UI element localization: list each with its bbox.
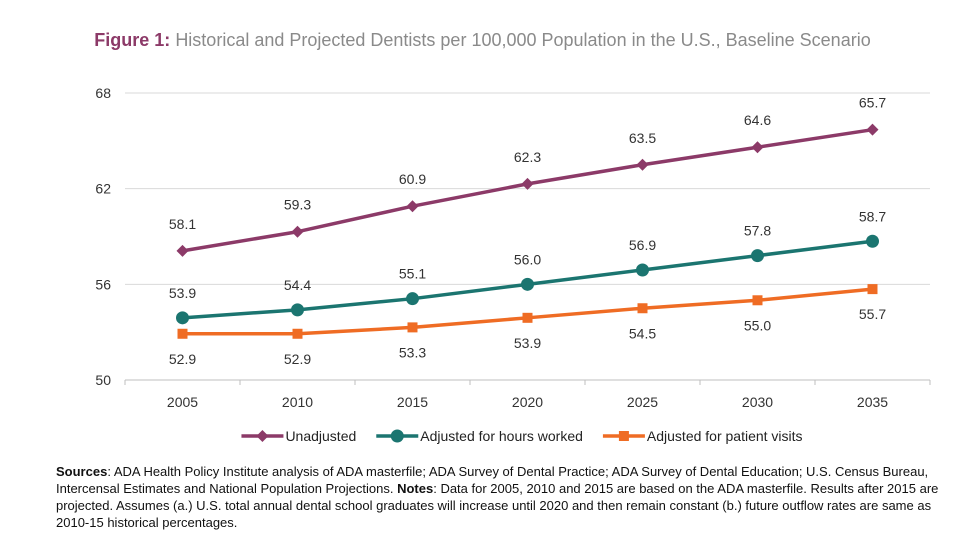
- series-unadjusted: [176, 123, 879, 257]
- data-point: [867, 284, 878, 295]
- data-label: 53.9: [514, 335, 541, 351]
- legend-item: Unadjusted: [241, 428, 356, 444]
- figure-number: Figure 1:: [94, 30, 171, 50]
- data-point: [407, 322, 418, 333]
- data-label: 55.7: [859, 306, 886, 322]
- x-tick-label: 2005: [167, 394, 198, 410]
- legend-marker: [618, 431, 629, 441]
- notes-text: : Data for 2005, 2010 and 2015 are based…: [56, 481, 939, 530]
- sources-label: Sources: [56, 464, 108, 479]
- data-point: [291, 303, 304, 317]
- y-tick-label: 50: [95, 372, 111, 388]
- data-label: 52.9: [284, 351, 311, 367]
- x-tick-label: 2035: [857, 394, 888, 410]
- legend-label: Adjusted for hours worked: [420, 428, 583, 444]
- legend-item: Adjusted for patient visits: [602, 428, 803, 444]
- x-tick-label: 2010: [282, 394, 313, 410]
- data-label: 62.3: [514, 149, 541, 165]
- data-label: 65.7: [859, 95, 886, 111]
- legend-marker: [390, 429, 404, 443]
- data-label: 52.9: [169, 351, 196, 367]
- data-point: [176, 311, 189, 325]
- figure-title-text: Historical and Projected Dentists per 10…: [175, 30, 871, 50]
- data-label: 60.9: [399, 171, 426, 187]
- data-point: [636, 263, 649, 277]
- x-tick-label: 2030: [742, 394, 773, 410]
- y-tick-label: 68: [95, 85, 111, 101]
- legend-marker: [256, 430, 269, 442]
- data-label: 54.4: [284, 277, 311, 293]
- data-point: [751, 141, 764, 154]
- x-tick-label: 2020: [512, 394, 543, 410]
- series-adjusted-for-hours-worked: [176, 234, 879, 325]
- legend-label: Adjusted for patient visits: [647, 428, 803, 444]
- data-point: [292, 328, 303, 339]
- data-label: 63.5: [629, 130, 656, 146]
- y-tick-label: 56: [95, 276, 111, 292]
- data-label: 56.9: [629, 237, 656, 253]
- data-point: [176, 244, 189, 257]
- data-point: [521, 177, 534, 190]
- data-label: 54.5: [629, 325, 656, 341]
- sources-notes: Sources: ADA Health Policy Institute ana…: [56, 463, 956, 531]
- data-point: [406, 292, 419, 306]
- legend: Unadjusted Adjusted for hours worked Adjus…: [241, 428, 803, 444]
- data-label: 53.3: [399, 344, 426, 360]
- legend-label: Unadjusted: [285, 428, 356, 444]
- data-point: [637, 303, 648, 314]
- data-label: 57.8: [744, 223, 771, 239]
- data-point: [521, 277, 534, 291]
- data-label: 64.6: [744, 112, 771, 128]
- axes: 50 56 62 68 2005 2010 2015 2020 2025 2030 2035: [95, 85, 931, 410]
- legend-item: Adjusted for hours worked: [376, 428, 583, 444]
- data-labels: 58.1 59.3 60.9 62.3 63.5 64.6 65.7 53.9 54.4 55.1…: [169, 95, 886, 367]
- sources-text: : ADA Health Policy Institute analysis o…: [56, 464, 929, 496]
- data-label: 58.7: [859, 208, 886, 224]
- data-point: [177, 328, 188, 339]
- line-chart: 50 56 62 68 2005 2010 2015 2020 2025 2030 2035 58.…: [95, 85, 931, 444]
- x-tick-label: 2025: [627, 394, 658, 410]
- data-label: 55.0: [744, 317, 771, 333]
- data-label: 55.1: [399, 266, 426, 282]
- data-point: [866, 234, 879, 248]
- series-group: [176, 123, 879, 339]
- data-point: [752, 295, 763, 306]
- series-adjusted-for-patient-visits: [177, 284, 878, 339]
- data-point: [866, 123, 879, 136]
- data-point: [291, 225, 304, 238]
- data-label: 56.0: [514, 251, 541, 267]
- data-label: 53.9: [169, 285, 196, 301]
- notes-label: Notes: [397, 481, 434, 496]
- data-label: 59.3: [284, 197, 311, 213]
- data-point: [522, 312, 533, 323]
- x-tick-label: 2015: [397, 394, 428, 410]
- data-point: [406, 200, 419, 213]
- data-point: [636, 158, 649, 171]
- data-point: [751, 249, 764, 263]
- data-label: 58.1: [169, 216, 196, 232]
- y-tick-label: 62: [95, 181, 111, 197]
- chart-title: Figure 1: Historical and Projected Denti…: [0, 30, 965, 51]
